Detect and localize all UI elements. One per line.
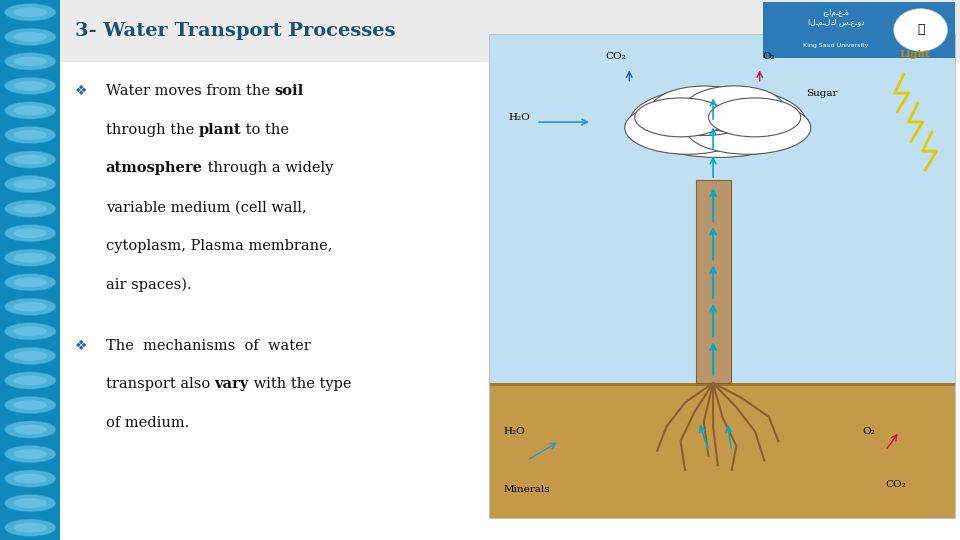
- Ellipse shape: [5, 102, 56, 119]
- Bar: [490, 35, 955, 383]
- Ellipse shape: [13, 179, 47, 189]
- Ellipse shape: [635, 98, 727, 137]
- Ellipse shape: [894, 9, 948, 51]
- Ellipse shape: [13, 351, 47, 361]
- Text: transport also: transport also: [106, 377, 214, 392]
- Ellipse shape: [684, 86, 784, 132]
- Text: with the type: with the type: [249, 377, 351, 392]
- Ellipse shape: [5, 323, 56, 340]
- Text: through a widely: through a widely: [203, 161, 333, 176]
- Text: O₂: O₂: [762, 52, 776, 61]
- Ellipse shape: [13, 204, 47, 213]
- Text: The  mechanisms  of  water: The mechanisms of water: [106, 339, 310, 353]
- Text: through the: through the: [106, 123, 199, 137]
- Ellipse shape: [5, 176, 56, 193]
- Text: O₂: O₂: [862, 427, 875, 436]
- Ellipse shape: [13, 278, 47, 287]
- Ellipse shape: [5, 249, 56, 266]
- Text: plant: plant: [199, 123, 241, 137]
- Ellipse shape: [13, 253, 47, 262]
- Text: Light: Light: [900, 50, 930, 59]
- Text: to the: to the: [241, 123, 289, 137]
- Ellipse shape: [13, 228, 47, 238]
- Text: H₂O: H₂O: [508, 113, 530, 122]
- Ellipse shape: [13, 81, 47, 91]
- Ellipse shape: [13, 106, 47, 116]
- Ellipse shape: [13, 327, 47, 336]
- Text: of medium.: of medium.: [106, 416, 189, 430]
- Text: variable medium (cell wall,: variable medium (cell wall,: [106, 200, 306, 214]
- Ellipse shape: [5, 470, 56, 487]
- Text: cytoplasm, Plasma membrane,: cytoplasm, Plasma membrane,: [106, 239, 332, 253]
- Ellipse shape: [13, 376, 47, 386]
- Ellipse shape: [13, 130, 47, 140]
- Ellipse shape: [5, 151, 56, 168]
- Ellipse shape: [5, 28, 56, 45]
- Text: Water moves from the: Water moves from the: [106, 84, 275, 98]
- Text: CO₂: CO₂: [885, 480, 906, 489]
- Ellipse shape: [630, 87, 805, 158]
- Ellipse shape: [5, 225, 56, 242]
- Ellipse shape: [5, 495, 56, 512]
- Ellipse shape: [13, 474, 47, 483]
- Ellipse shape: [685, 101, 811, 154]
- Text: CO₂: CO₂: [605, 52, 626, 61]
- Bar: [490, 35, 955, 518]
- Ellipse shape: [13, 8, 47, 17]
- Ellipse shape: [5, 396, 56, 414]
- Bar: [490, 383, 955, 386]
- Bar: [60, 0, 960, 62]
- Ellipse shape: [5, 421, 56, 438]
- Ellipse shape: [650, 86, 758, 136]
- Text: Minerals: Minerals: [504, 485, 550, 494]
- Ellipse shape: [5, 298, 56, 315]
- Ellipse shape: [13, 57, 47, 66]
- Ellipse shape: [625, 101, 751, 154]
- Bar: [763, 2, 955, 58]
- Ellipse shape: [13, 302, 47, 312]
- Ellipse shape: [13, 424, 47, 434]
- Text: soil: soil: [275, 84, 303, 98]
- Text: vary: vary: [214, 377, 249, 392]
- Ellipse shape: [13, 523, 47, 532]
- Text: ❖: ❖: [75, 339, 87, 353]
- Ellipse shape: [708, 98, 801, 137]
- Ellipse shape: [5, 519, 56, 536]
- Text: ❖: ❖: [75, 84, 87, 98]
- Ellipse shape: [5, 4, 56, 21]
- Ellipse shape: [5, 200, 56, 217]
- Ellipse shape: [13, 449, 47, 459]
- Text: air spaces).: air spaces).: [106, 278, 191, 293]
- Ellipse shape: [13, 498, 47, 508]
- Ellipse shape: [13, 32, 47, 42]
- Text: H₂O: H₂O: [504, 427, 525, 436]
- Bar: [490, 383, 955, 518]
- Ellipse shape: [5, 347, 56, 365]
- Text: King Saud University: King Saud University: [804, 43, 869, 49]
- Ellipse shape: [5, 77, 56, 94]
- Bar: [696, 180, 731, 383]
- Text: جـامـعـة
الـمـلك سـعـود: جـامـعـة الـمـلك سـعـود: [808, 8, 864, 27]
- Text: atmosphere: atmosphere: [106, 161, 203, 176]
- Text: 3- Water Transport Processes: 3- Water Transport Processes: [75, 22, 396, 40]
- Ellipse shape: [13, 400, 47, 410]
- Ellipse shape: [13, 154, 47, 164]
- Text: 👑: 👑: [917, 23, 924, 37]
- Text: Sugar: Sugar: [806, 89, 838, 98]
- Ellipse shape: [5, 446, 56, 463]
- Bar: [0, 0, 60, 540]
- Ellipse shape: [5, 274, 56, 291]
- Ellipse shape: [5, 126, 56, 144]
- Ellipse shape: [5, 372, 56, 389]
- Ellipse shape: [5, 53, 56, 70]
